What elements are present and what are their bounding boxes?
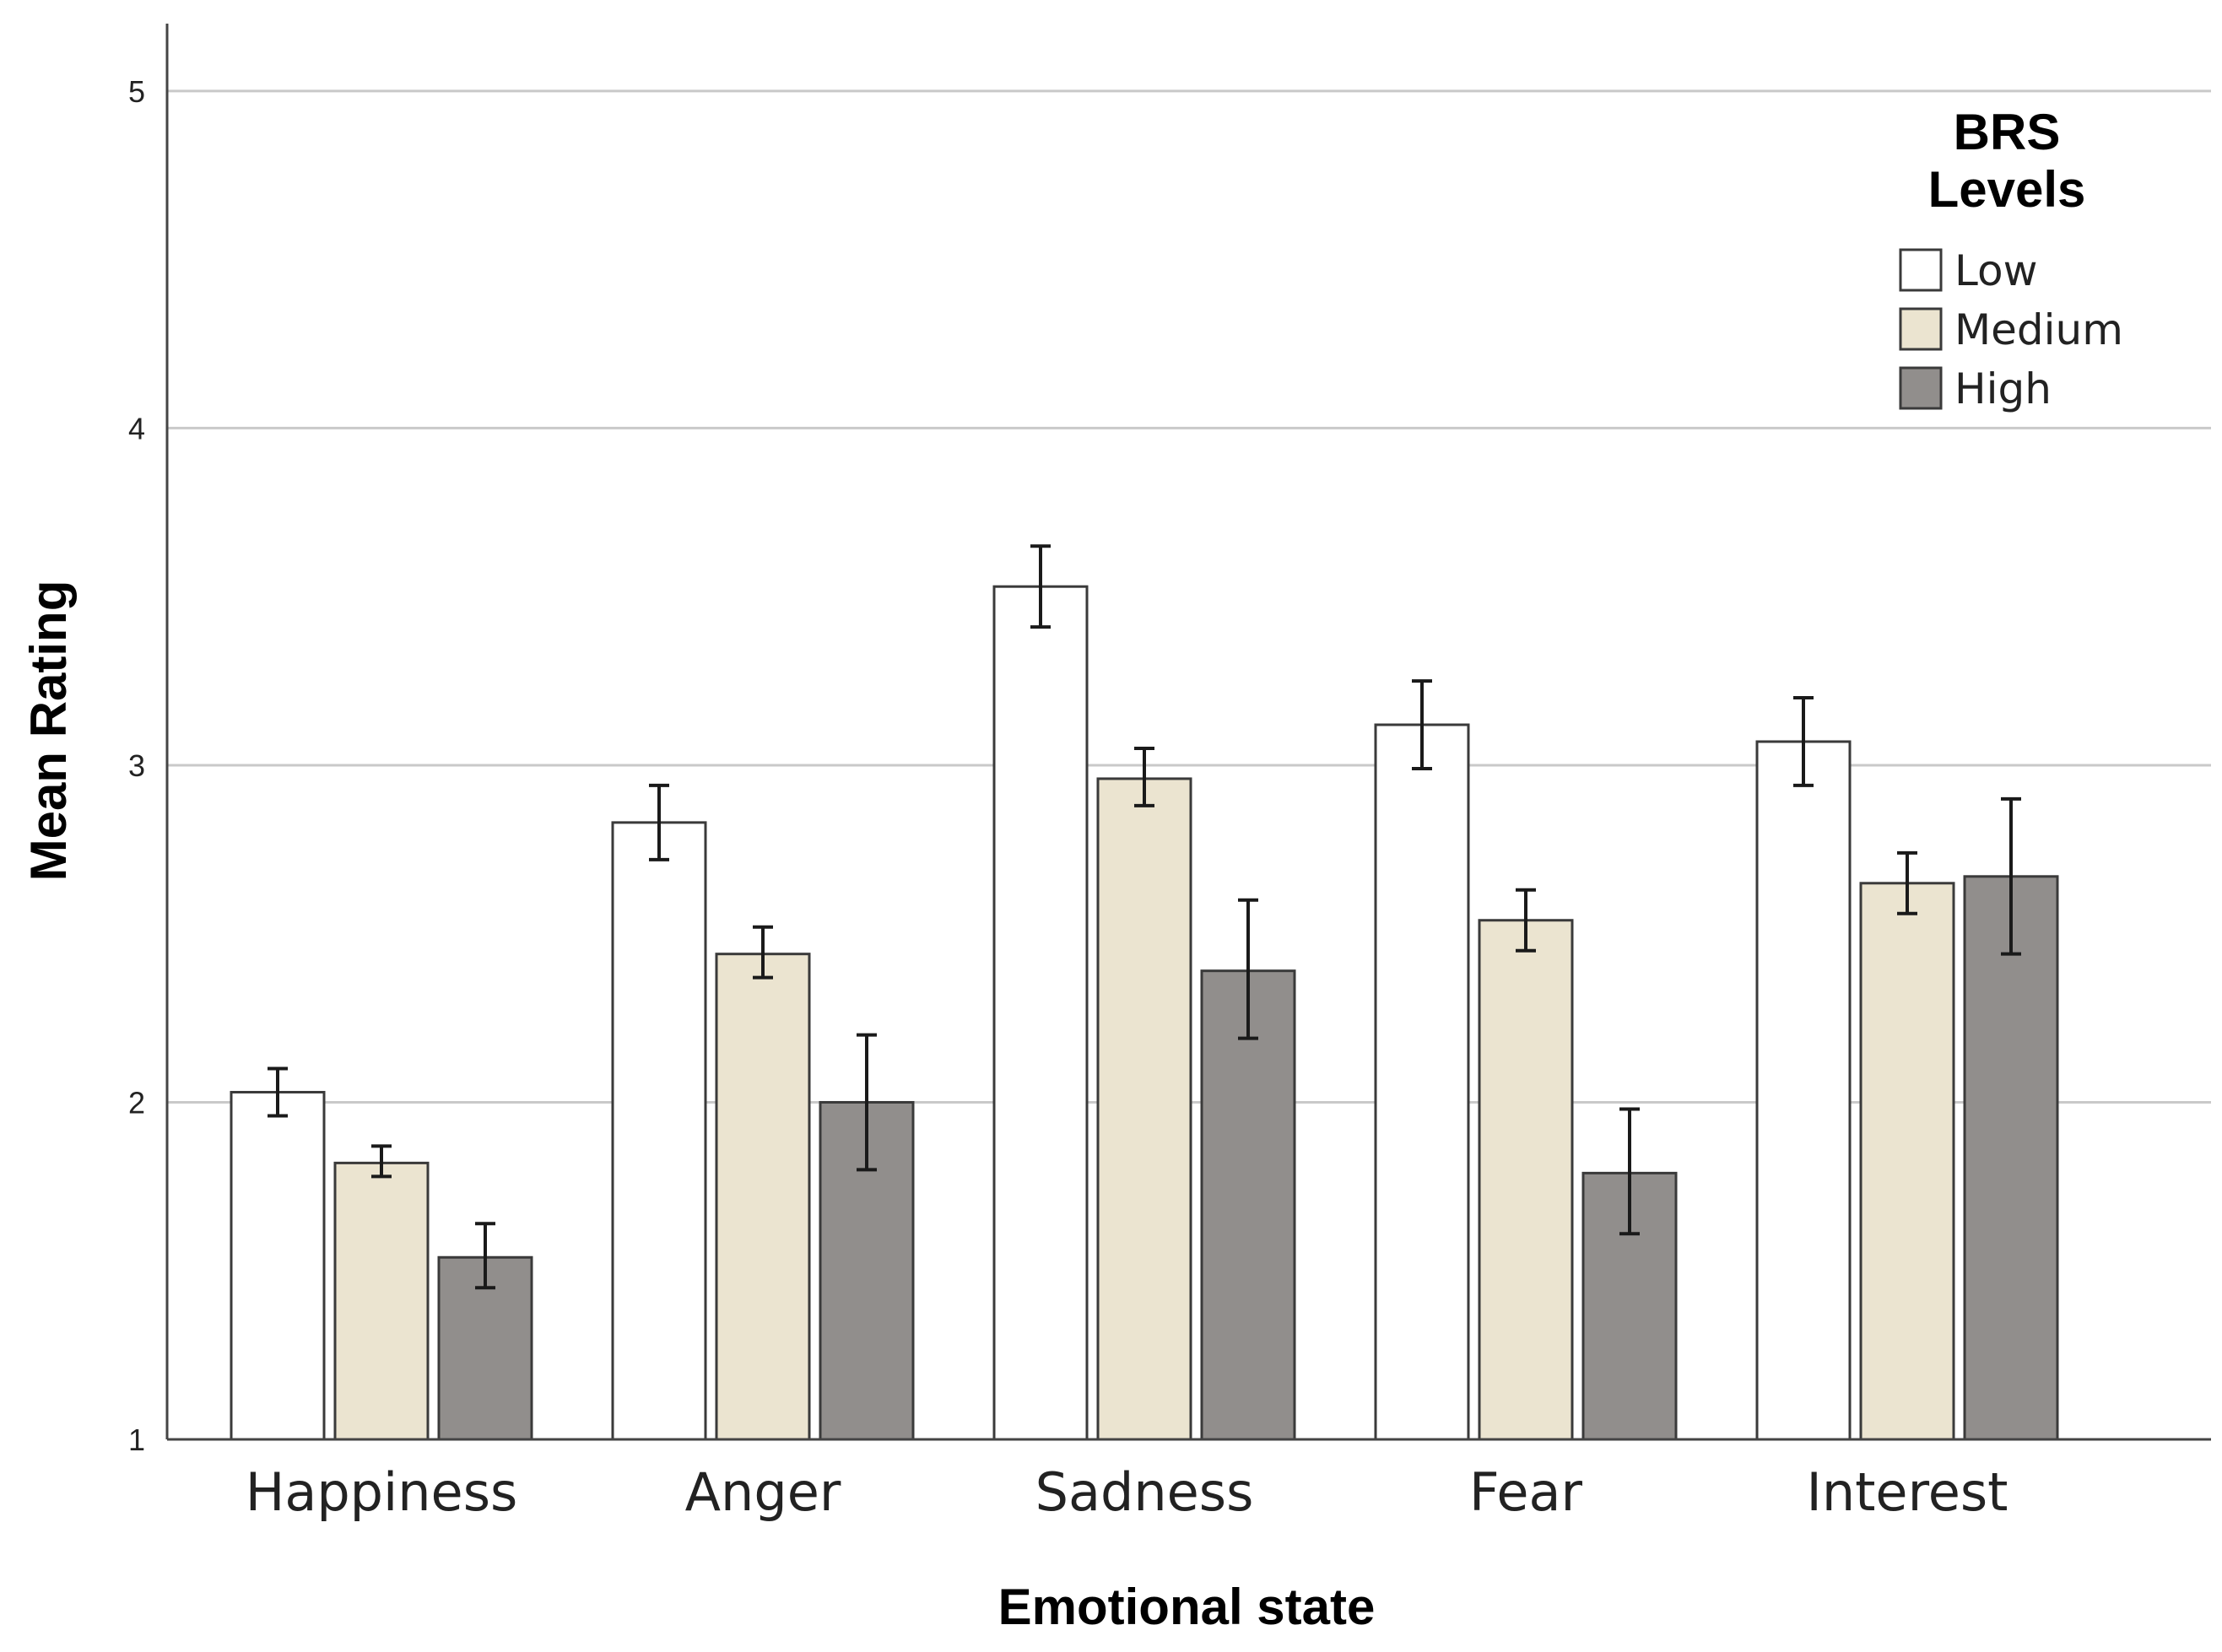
legend-swatch-medium <box>1899 307 1943 351</box>
error-bar-interest-high <box>2001 796 2021 956</box>
error-bar-anger-low <box>649 783 669 861</box>
bar-anger-low <box>611 821 707 1441</box>
error-bar-anger-high <box>857 1033 877 1172</box>
bar-happiness-medium <box>333 1161 430 1441</box>
axes <box>165 24 2211 1441</box>
legend-swatch-low <box>1899 248 1943 292</box>
x-tick-labels: Happiness Anger Sadness Fear Interest <box>246 1461 2008 1523</box>
error-bar-fear-low <box>1412 679 1432 770</box>
error-bar-sadness-medium <box>1134 746 1154 807</box>
error-bar-happiness-high <box>475 1222 495 1290</box>
bar-interest-medium <box>1859 882 1955 1441</box>
y-tick-label-5: 5 <box>128 74 145 109</box>
x-tick-label-anger: Anger <box>685 1461 841 1523</box>
y-tick-label-4: 4 <box>128 411 145 445</box>
y-tick-labels: 1 2 3 4 5 <box>128 74 145 1457</box>
bar-fear-medium <box>1478 919 1574 1441</box>
x-tick-label-sadness: Sadness <box>1035 1461 1254 1523</box>
error-bar-happiness-low <box>268 1066 288 1118</box>
legend-title-line-1: BRS <box>1954 104 2061 160</box>
x-tick-label-happiness: Happiness <box>246 1461 518 1523</box>
error-bar-fear-high <box>1619 1107 1640 1236</box>
y-tick-label-1: 1 <box>128 1423 145 1457</box>
bar-sadness-high <box>1200 969 1296 1441</box>
bar-happiness-low <box>230 1090 326 1441</box>
legend-swatch-high <box>1899 366 1943 410</box>
error-bar-fear-medium <box>1516 888 1536 953</box>
error-bar-happiness-medium <box>371 1144 392 1179</box>
error-bar-sadness-low <box>1030 544 1051 629</box>
bar-interest-high <box>1963 875 2059 1441</box>
y-tick-label-2: 2 <box>128 1085 145 1120</box>
y-tick-label-3: 3 <box>128 748 145 783</box>
x-axis-title: Emotional state <box>998 1579 1376 1635</box>
legend-title-line-2: Levels <box>1928 161 2086 218</box>
legend-label-low: Low <box>1954 246 2037 295</box>
error-bars <box>268 544 2021 1290</box>
bar-sadness-medium <box>1096 777 1192 1441</box>
error-bar-interest-low <box>1793 696 1814 787</box>
bar-fear-low <box>1374 723 1470 1441</box>
bar-anger-medium <box>715 953 811 1441</box>
y-axis-title: Mean Rating <box>20 580 77 882</box>
x-tick-label-fear: Fear <box>1469 1461 1582 1523</box>
bars <box>230 585 2059 1441</box>
error-bar-anger-medium <box>753 925 773 980</box>
error-bar-interest-medium <box>1897 850 1917 915</box>
legend-label-high: High <box>1954 364 2052 413</box>
legend: BRS Levels Low Medium High <box>1899 104 2123 413</box>
error-bar-sadness-high <box>1238 898 1258 1040</box>
bar-interest-low <box>1755 740 1852 1441</box>
bar-sadness-low <box>992 585 1089 1441</box>
legend-label-medium: Medium <box>1954 305 2123 354</box>
x-tick-label-interest: Interest <box>1807 1461 2008 1523</box>
